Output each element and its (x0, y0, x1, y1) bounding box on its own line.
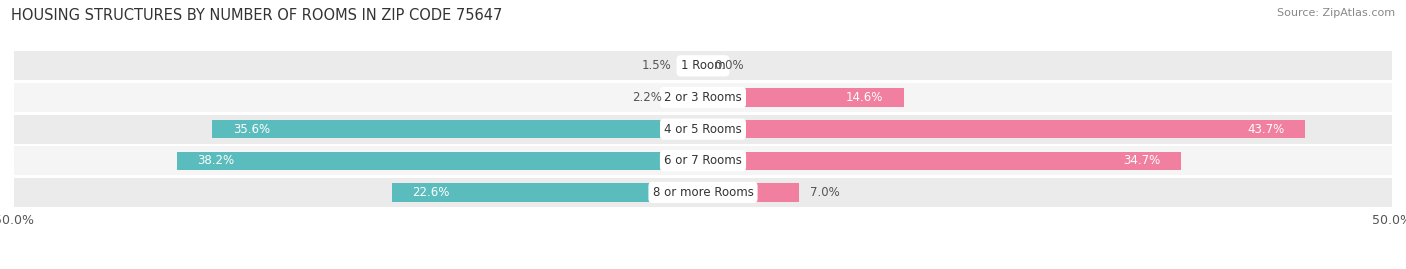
Text: 2.2%: 2.2% (631, 91, 662, 104)
Bar (14, 115, 1392, 144)
Text: 35.6%: 35.6% (233, 123, 270, 136)
Bar (177, 152, 703, 170)
Bar (682, 57, 703, 75)
Bar (212, 120, 703, 138)
Bar (672, 88, 703, 107)
Text: 1.5%: 1.5% (641, 59, 671, 72)
Bar (392, 183, 703, 201)
Text: 4 or 5 Rooms: 4 or 5 Rooms (664, 123, 742, 136)
Text: 14.6%: 14.6% (846, 91, 883, 104)
Bar (703, 88, 904, 107)
Bar (703, 183, 800, 201)
Text: Source: ZipAtlas.com: Source: ZipAtlas.com (1277, 8, 1395, 18)
Text: HOUSING STRUCTURES BY NUMBER OF ROOMS IN ZIP CODE 75647: HOUSING STRUCTURES BY NUMBER OF ROOMS IN… (11, 8, 502, 23)
Text: 43.7%: 43.7% (1247, 123, 1285, 136)
Bar (703, 152, 1181, 170)
Bar (14, 146, 1392, 175)
Text: 1 Room: 1 Room (681, 59, 725, 72)
Text: 8 or more Rooms: 8 or more Rooms (652, 186, 754, 199)
Bar (14, 51, 1392, 80)
Bar (14, 83, 1392, 112)
Text: 22.6%: 22.6% (412, 186, 450, 199)
Text: 0.0%: 0.0% (714, 59, 744, 72)
Text: 34.7%: 34.7% (1123, 154, 1160, 167)
Bar (14, 178, 1392, 207)
Text: 7.0%: 7.0% (810, 186, 841, 199)
Bar (703, 120, 1305, 138)
Text: 38.2%: 38.2% (197, 154, 235, 167)
Text: 6 or 7 Rooms: 6 or 7 Rooms (664, 154, 742, 167)
Text: 2 or 3 Rooms: 2 or 3 Rooms (664, 91, 742, 104)
